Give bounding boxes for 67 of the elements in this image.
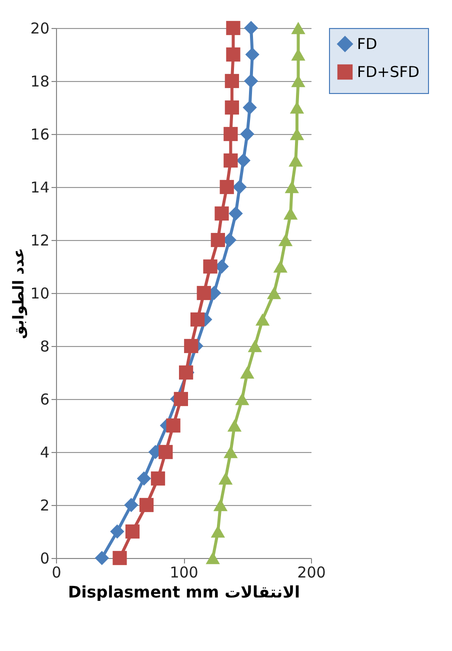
y-tick-label: 14	[30, 178, 50, 196]
point	[224, 100, 240, 115]
point	[278, 234, 293, 246]
point	[214, 206, 229, 221]
point	[290, 101, 304, 114]
point	[112, 550, 127, 566]
point	[166, 418, 180, 433]
y-tick-label: 20	[30, 20, 50, 38]
point	[235, 392, 250, 406]
point	[226, 47, 240, 62]
point	[224, 74, 240, 88]
point	[174, 392, 188, 406]
point	[273, 260, 288, 273]
y-tick-label: 10	[30, 284, 50, 302]
point	[190, 312, 205, 327]
x-tick-label: 100	[170, 564, 198, 582]
point	[291, 22, 306, 34]
point	[284, 207, 298, 220]
point	[244, 20, 258, 36]
point	[124, 498, 138, 512]
point	[150, 471, 166, 486]
point	[255, 313, 270, 326]
point	[244, 74, 258, 88]
x-tick-label: 0	[52, 564, 62, 582]
point	[228, 206, 243, 221]
point	[210, 525, 225, 538]
point	[242, 100, 257, 115]
point	[136, 471, 152, 486]
point	[94, 550, 109, 566]
point	[226, 20, 240, 36]
legend-label: FD+SFD	[357, 63, 420, 81]
point	[232, 180, 247, 194]
x-tick-label: 200	[297, 564, 326, 582]
point	[203, 259, 218, 274]
y-tick-label: 18	[30, 72, 50, 90]
point	[125, 524, 140, 539]
y-tick-label: 12	[30, 232, 50, 250]
point	[218, 472, 233, 485]
y-tick-label: 4	[40, 444, 50, 462]
point	[110, 524, 124, 539]
point	[227, 419, 242, 432]
point	[206, 552, 220, 564]
y-tick-label: 6	[40, 390, 50, 408]
y-tick-label: 2	[40, 496, 50, 514]
y-tick-label: 0	[40, 550, 50, 568]
point	[245, 47, 260, 62]
point	[248, 340, 262, 352]
point	[210, 232, 225, 248]
point	[196, 286, 211, 300]
point	[139, 498, 154, 512]
point	[284, 180, 299, 194]
legend-label: FD	[357, 35, 378, 53]
point	[158, 444, 173, 460]
point	[240, 366, 254, 379]
y-axis-title: عدد الطوابق	[9, 248, 28, 339]
point	[224, 153, 238, 168]
point	[224, 446, 238, 458]
point	[266, 286, 282, 300]
point	[224, 126, 238, 142]
y-tick-label: 16	[30, 126, 50, 144]
point	[213, 498, 228, 512]
point	[220, 180, 234, 194]
point	[240, 126, 254, 142]
point	[236, 153, 250, 168]
y-tick-label: 8	[40, 338, 50, 356]
point	[184, 338, 198, 354]
x-axis-title: Displasment mm الانتقالات	[68, 582, 300, 602]
